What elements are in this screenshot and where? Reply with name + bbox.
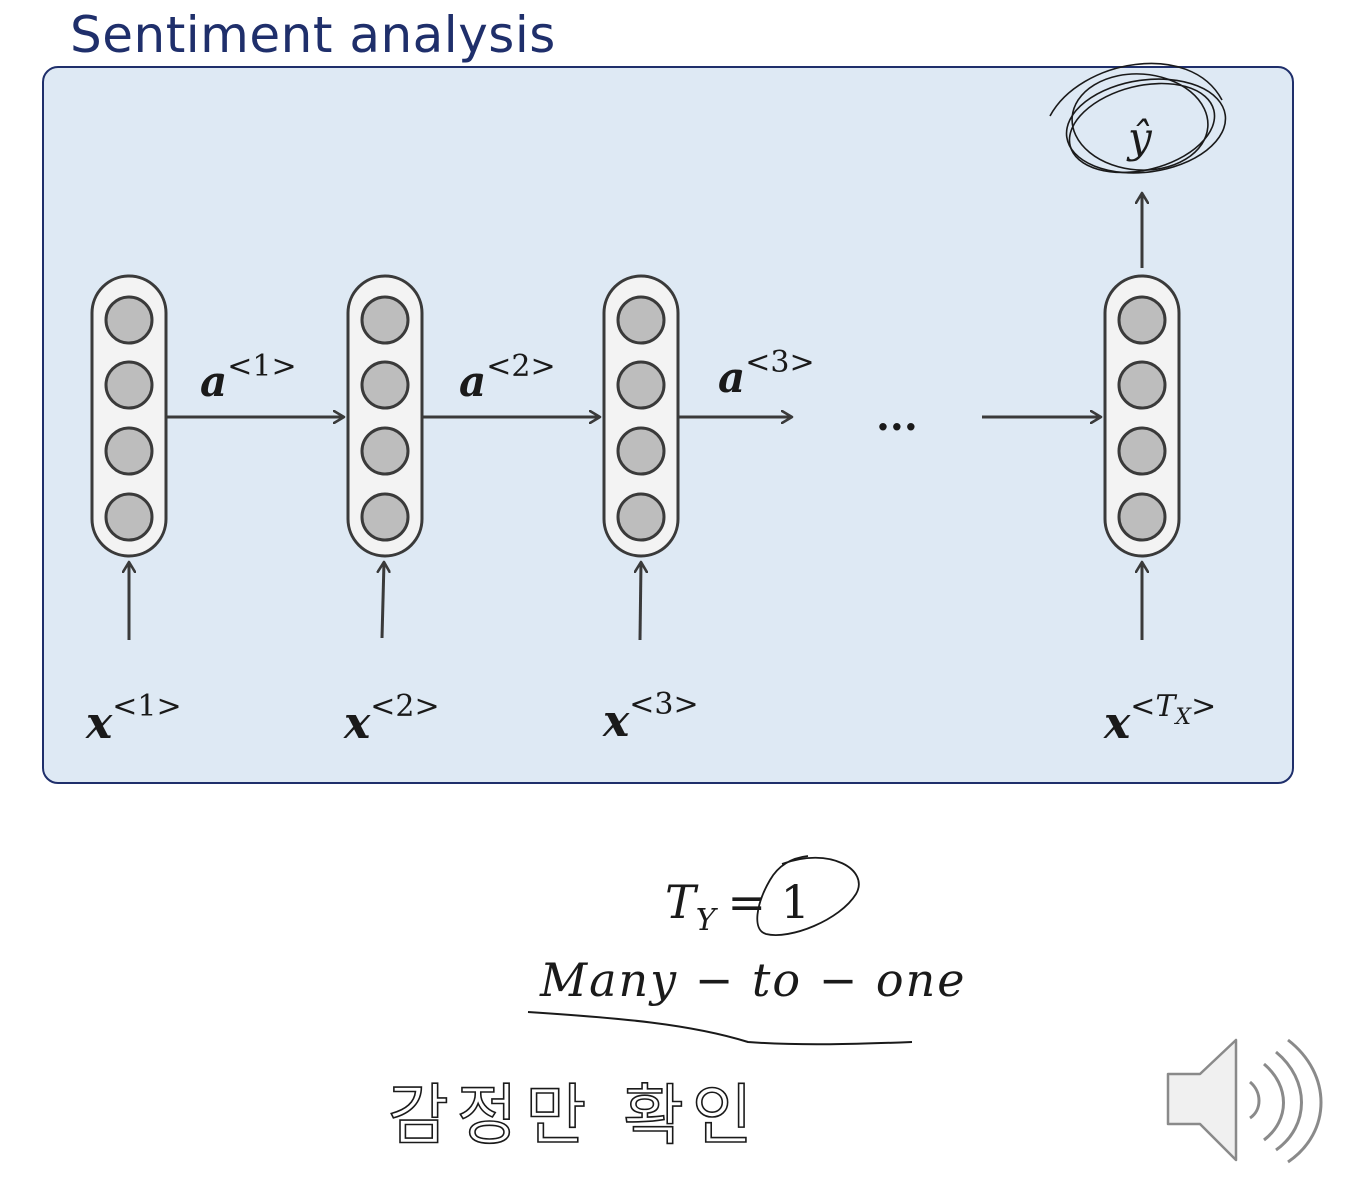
neuron xyxy=(104,426,154,476)
handwritten-underline xyxy=(527,1011,913,1046)
activation-label-1: a<1> xyxy=(200,349,297,406)
neuron xyxy=(616,295,666,345)
rnn-cell-tx xyxy=(1103,274,1181,558)
handwritten-circle-one xyxy=(756,855,860,936)
speaker-icon[interactable] xyxy=(1166,1038,1323,1164)
input-label-3: x<3> xyxy=(602,687,699,747)
neuron xyxy=(104,492,154,542)
neuron xyxy=(616,492,666,542)
handwritten-korean-note: 감정만 확인 xyxy=(388,1077,761,1154)
neuron xyxy=(1117,295,1167,345)
many-to-one-label: Many − to − one xyxy=(539,953,966,1007)
ellipsis: ... xyxy=(876,393,918,440)
rnn-cell-1 xyxy=(90,274,168,558)
input-arrow-2 xyxy=(382,562,384,639)
neuron xyxy=(360,426,410,476)
neuron xyxy=(104,295,154,345)
activation-label-3: a<3> xyxy=(718,345,815,402)
rnn-cell-2 xyxy=(346,274,424,558)
ty-equation: TY = 1 xyxy=(665,875,810,938)
neuron xyxy=(1117,492,1167,542)
neuron xyxy=(360,295,410,345)
input-label-2: x<2> xyxy=(343,689,440,749)
input-label-tx: x<TX> xyxy=(1103,689,1216,749)
input-arrow-3 xyxy=(640,562,641,641)
slide-title: Sentiment analysis xyxy=(70,6,556,64)
output-yhat-label: ŷ xyxy=(1126,113,1153,162)
neuron xyxy=(360,492,410,542)
neuron xyxy=(104,360,154,410)
neuron xyxy=(360,360,410,410)
neuron xyxy=(1117,360,1167,410)
neuron xyxy=(1117,426,1167,476)
input-label-1: x<1> xyxy=(85,689,182,749)
neuron xyxy=(616,360,666,410)
rnn-cell-3 xyxy=(602,274,680,558)
activation-label-2: a<2> xyxy=(459,349,556,406)
handwritten-circle-yhat xyxy=(1049,62,1227,174)
neuron xyxy=(616,426,666,476)
